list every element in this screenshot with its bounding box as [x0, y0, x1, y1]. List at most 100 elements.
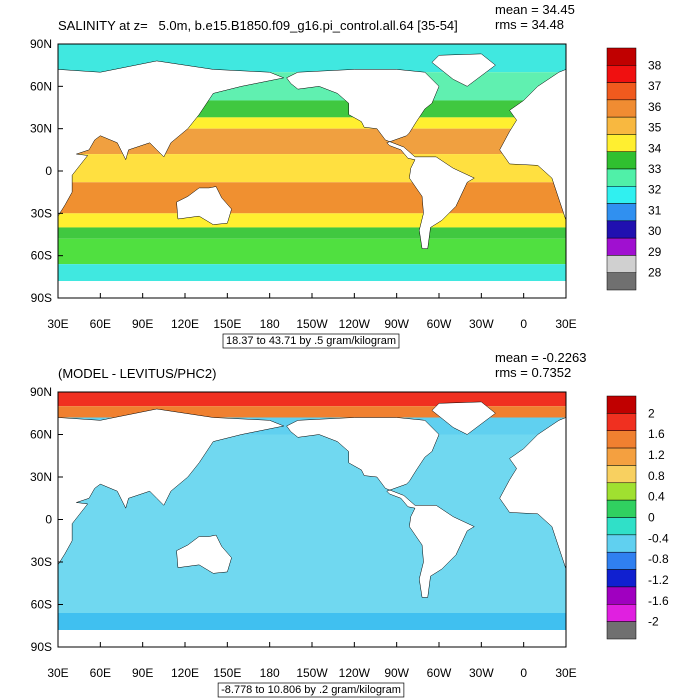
field-band	[58, 613, 566, 630]
lat-label: 0	[45, 164, 52, 178]
lon-label: 30E	[555, 317, 576, 331]
contour-info: -8.778 to 10.806 by .2 gram/kilogram	[221, 684, 401, 696]
colorbar-label: -0.4	[648, 531, 669, 545]
rms-stat: rms = 0.7352	[495, 365, 571, 380]
lon-label: 150W	[296, 666, 328, 680]
colorbar-label: 37	[648, 79, 662, 93]
lon-label: 30E	[47, 317, 68, 331]
field-band	[58, 392, 566, 407]
lon-label: 180	[260, 317, 280, 331]
colorbar-label: 0.4	[648, 490, 665, 504]
colorbar-label: 1.2	[648, 448, 665, 462]
lon-label: 150E	[213, 666, 241, 680]
colorbar-box	[606, 534, 637, 553]
colorbar-box	[606, 186, 637, 204]
rms-stat: rms = 34.48	[495, 17, 564, 32]
colorbar-label: 36	[648, 100, 662, 114]
land	[57, 60, 285, 218]
panel-title: (MODEL - LEVITUS/PHC2)	[58, 366, 216, 381]
colorbar-box	[606, 237, 637, 256]
field-band	[58, 227, 566, 239]
lat-label: 0	[45, 513, 52, 527]
lat-label: 60S	[31, 598, 52, 612]
colorbar-label: 32	[648, 183, 662, 197]
field-band	[58, 154, 566, 183]
mean-stat: mean = 34.45	[495, 2, 575, 17]
lat-label: 90N	[30, 385, 52, 399]
colorbar-box	[606, 499, 637, 518]
colorbar-box	[606, 82, 637, 101]
colorbar-box	[606, 447, 637, 466]
lon-label: 30E	[555, 666, 576, 680]
colorbar-box	[606, 134, 637, 152]
colorbar-label: 28	[648, 266, 662, 280]
lon-label: 0	[520, 666, 527, 680]
colorbar-label: 30	[648, 224, 662, 238]
lat-label: 90N	[30, 37, 52, 51]
colorbar-box	[606, 255, 637, 273]
colorbar-label: -2	[648, 615, 659, 629]
colorbar-box	[606, 65, 637, 83]
colorbar-box	[606, 168, 637, 187]
field-band	[58, 213, 566, 228]
colorbar-box	[606, 99, 637, 118]
lat-label: 60N	[30, 79, 52, 93]
colorbar-box	[606, 151, 637, 170]
field-band	[58, 117, 566, 129]
field-band	[58, 264, 566, 282]
lat-label: 60S	[31, 249, 52, 263]
lon-label: 120E	[171, 317, 199, 331]
lon-label: 0	[520, 317, 527, 331]
colorbar-box	[606, 586, 637, 605]
lon-label: 90W	[384, 317, 409, 331]
colorbar-box	[606, 203, 637, 222]
lon-label: 60E	[90, 666, 111, 680]
lon-label: 60W	[427, 666, 452, 680]
lat-label: 90S	[31, 640, 52, 654]
colorbar-label: -0.8	[648, 552, 669, 566]
field-band	[58, 182, 566, 214]
colorbar-label: 1.6	[648, 427, 665, 441]
colorbar-label: -1.6	[648, 594, 669, 608]
land	[431, 53, 496, 87]
colorbar-box	[606, 551, 637, 570]
lon-label: 120E	[171, 666, 199, 680]
lat-label: 30S	[31, 206, 52, 220]
lat-label: 30N	[30, 470, 52, 484]
colorbar-box	[606, 430, 637, 449]
land	[176, 186, 232, 225]
lat-label: 30N	[30, 122, 52, 136]
field-band	[58, 238, 566, 265]
contour-info-box	[217, 682, 405, 698]
lon-label: 90E	[132, 666, 153, 680]
colorbar-box	[606, 116, 637, 135]
lat-label: 90S	[31, 291, 52, 305]
colorbar-label: 35	[648, 121, 662, 135]
land	[176, 534, 232, 574]
lon-label: 90E	[132, 317, 153, 331]
colorbar-box	[606, 517, 637, 536]
colorbar-box	[606, 482, 637, 501]
colorbar-label: 38	[648, 58, 662, 72]
colorbar-label: 0	[648, 511, 655, 525]
land	[286, 417, 475, 598]
lon-label: 90W	[384, 666, 409, 680]
contour-info-box	[222, 333, 400, 349]
colorbar-box	[606, 47, 637, 66]
colorbar-box	[606, 604, 637, 622]
colorbar-label: 29	[648, 245, 662, 259]
lon-label: 150E	[213, 317, 241, 331]
colorbar-label: 2	[648, 406, 655, 420]
lon-label: 180	[260, 666, 280, 680]
land	[431, 401, 496, 435]
land	[286, 69, 475, 249]
lon-label: 120W	[339, 317, 371, 331]
lon-label: 30W	[469, 317, 494, 331]
lon-label: 60W	[427, 317, 452, 331]
colorbar-box	[606, 413, 637, 431]
panel-title: SALINITY at z= 5.0m, b.e15.B1850.f09_g16…	[58, 18, 458, 33]
lat-label: 60N	[30, 428, 52, 442]
lon-label: 150W	[296, 317, 328, 331]
